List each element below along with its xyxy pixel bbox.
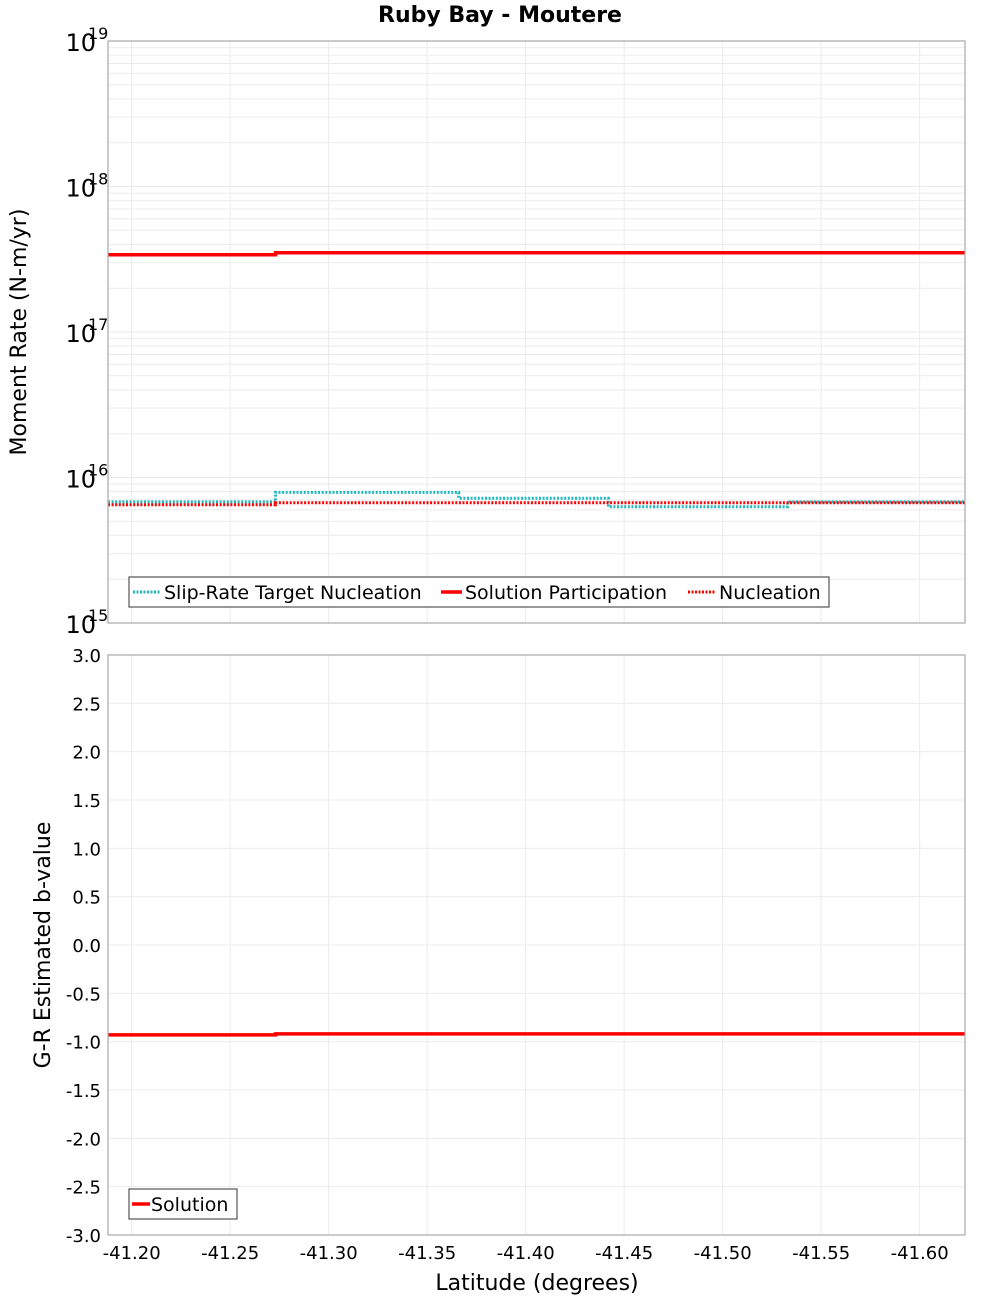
svg-text:19: 19 [88, 24, 108, 43]
y-tick-label: -0.5 [66, 984, 101, 1005]
svg-text:10: 10 [65, 611, 96, 639]
x-tick-label: -41.20 [103, 1243, 161, 1264]
x-tick-label: -41.60 [891, 1243, 949, 1264]
bottom-legend: Solution [128, 1188, 238, 1220]
svg-text:16: 16 [88, 461, 108, 480]
x-tick-label: -41.30 [300, 1243, 358, 1264]
legend-label-solution-participation: Solution Participation [465, 582, 667, 604]
series-nucleation [108, 501, 965, 507]
top-legend: Slip-Rate Target Nucleation Solution Par… [128, 576, 830, 608]
y-tick-label: 2.0 [72, 743, 101, 764]
svg-text:17: 17 [88, 315, 108, 334]
bottom-plot-frame [107, 654, 966, 1236]
legend-label-solution: Solution [151, 1194, 228, 1216]
y-tick-label: 1.0 [72, 839, 101, 860]
x-tick-label: -41.55 [792, 1243, 850, 1264]
svg-text:10: 10 [65, 175, 96, 203]
x-tick-label: -41.50 [694, 1243, 752, 1264]
top-plot-frame [107, 40, 966, 624]
y-tick-label: 3.0 [72, 646, 101, 667]
x-axis-label: Latitude (degrees) [435, 1271, 638, 1296]
top-legend-box [128, 576, 830, 608]
svg-text:10: 10 [65, 320, 96, 348]
y-tick-label: 2.5 [72, 694, 101, 715]
bottom-y-axis-ticks: 3.0 2.5 2.0 1.5 1.0 0.5 0.0 -0.5 -1.0 -1.5 -2.0 -2.… [66, 646, 101, 1247]
x-tick-label: -41.45 [595, 1243, 653, 1264]
y-tick-label: -2.0 [66, 1129, 101, 1150]
chart-title: Ruby Bay - Moutere [378, 3, 622, 28]
svg-text:10: 10 [65, 29, 96, 57]
y-tick-label: -2.5 [66, 1178, 101, 1199]
y-tick-label: 1.5 [72, 791, 101, 812]
x-tick-label: -41.35 [398, 1243, 456, 1264]
svg-text:10: 10 [65, 466, 96, 494]
bottom-y-axis-label: G-R Estimated b-value [31, 822, 56, 1069]
top-series [108, 251, 965, 509]
bottom-series [108, 1032, 965, 1037]
legend-label-nucleation: Nucleation [719, 582, 821, 604]
y-tick-label: -1.0 [66, 1033, 101, 1054]
legend-label-target: Slip-Rate Target Nucleation [164, 582, 422, 604]
bottom-plot: 3.0 2.5 2.0 1.5 1.0 0.5 0.0 -0.5 -1.0 -1.5 -2.0 -2.… [31, 646, 966, 1247]
series-solution-participation [108, 251, 965, 257]
svg-text:15: 15 [88, 606, 108, 625]
series-solution [108, 1032, 965, 1037]
x-tick-label: -41.40 [497, 1243, 555, 1264]
x-axis-ticks: -41.20 -41.25 -41.30 -41.35 -41.40 -41.45 -41.… [103, 1243, 949, 1264]
svg-text:18: 18 [88, 170, 108, 189]
y-tick-label: 0.0 [72, 936, 101, 957]
y-tick-label: 0.5 [72, 888, 101, 909]
top-y-axis-label: Moment Rate (N-m/yr) [7, 209, 32, 456]
y-tick-label: -3.0 [66, 1226, 101, 1247]
top-grid [108, 41, 965, 624]
y-tick-label: -1.5 [66, 1081, 101, 1102]
x-tick-label: -41.25 [201, 1243, 259, 1264]
